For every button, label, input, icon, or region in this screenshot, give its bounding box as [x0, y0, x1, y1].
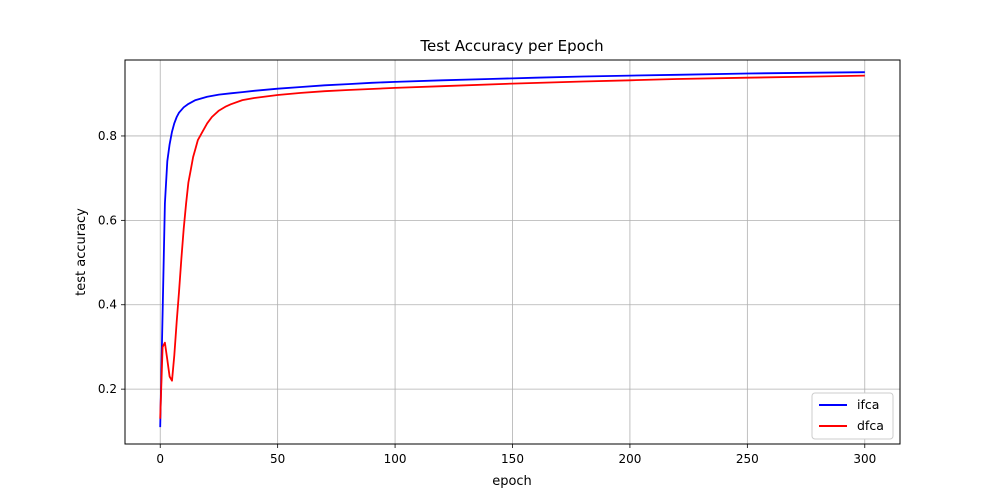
legend: ifca dfca — [811, 392, 894, 440]
x-tick-label: 100 — [384, 452, 407, 466]
chart-title: Test Accuracy per Epoch — [419, 37, 603, 55]
x-axis-ticks: 0 50 100 150 200 250 300 — [156, 444, 876, 466]
x-tick-label: 200 — [618, 452, 641, 466]
legend-label-ifca: ifca — [857, 397, 879, 412]
series-line-dfca — [159, 74, 865, 419]
x-tick-label: 250 — [736, 452, 759, 466]
series-group — [159, 71, 865, 428]
x-tick-label: 150 — [501, 452, 524, 466]
x-tick-label: 50 — [270, 452, 285, 466]
y-axis-label: test accuracy — [74, 208, 89, 296]
y-axis-ticks: 0.2 0.4 0.6 0.8 — [98, 129, 125, 396]
y-tick-label: 0.6 — [98, 213, 117, 227]
y-tick-label: 0.4 — [98, 298, 117, 312]
y-tick-label: 0.2 — [98, 382, 117, 396]
grid — [125, 60, 900, 444]
series-line-ifca — [159, 71, 865, 428]
legend-label-dfca: dfca — [857, 418, 884, 433]
y-tick-label: 0.8 — [98, 129, 117, 143]
x-tick-label: 300 — [853, 452, 876, 466]
x-axis-label: epoch — [492, 474, 532, 489]
x-tick-label: 0 — [156, 452, 164, 466]
